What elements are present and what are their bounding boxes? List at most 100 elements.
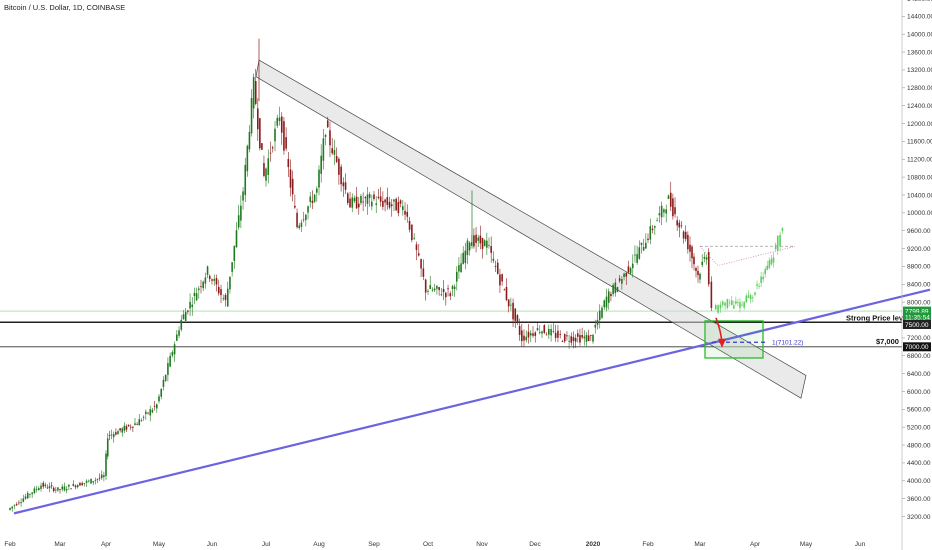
- candle-body: [436, 285, 438, 289]
- y-tick-label: 10000.00: [907, 210, 932, 217]
- candle-body: [590, 335, 592, 336]
- price-tag: [903, 306, 931, 316]
- candle-body: [121, 428, 124, 433]
- candle-body: [215, 278, 218, 285]
- candle-body: [285, 137, 287, 149]
- candle-body: [123, 425, 126, 431]
- candle-body: [710, 281, 713, 308]
- candle-body: [658, 213, 661, 216]
- candle-body: [283, 121, 285, 151]
- x-tick-label: Apr: [750, 541, 761, 548]
- candle-body: [621, 279, 623, 284]
- candle-body: [516, 315, 519, 323]
- candle-body: [351, 197, 354, 208]
- x-tick-label: May: [800, 541, 813, 548]
- x-tick-label: 2020: [586, 541, 601, 548]
- ascending-trendline[interactable]: [13, 288, 931, 515]
- projection-candle: [717, 305, 719, 313]
- x-tick-label: Mar: [694, 541, 706, 548]
- candle-body: [505, 286, 508, 301]
- candle-body: [65, 489, 68, 491]
- candle-body: [35, 488, 38, 490]
- projection-candle: [741, 304, 743, 306]
- candle-body: [395, 198, 397, 211]
- candles-layer: [9, 38, 713, 512]
- candle-body: [477, 237, 480, 241]
- candle-body: [346, 193, 349, 204]
- candle-body: [31, 492, 33, 495]
- y-tick-label: 6000.00: [907, 389, 931, 396]
- candle-body: [642, 247, 645, 251]
- y-tick-label: 12000.00: [907, 121, 932, 128]
- candle-body: [366, 194, 369, 204]
- candle-body: [579, 335, 581, 343]
- projection-candle: [745, 295, 748, 303]
- candle-body: [488, 245, 490, 247]
- candle-body: [92, 481, 95, 483]
- candle-body: [15, 504, 18, 506]
- candle-body: [134, 423, 136, 425]
- candle-body: [110, 434, 113, 436]
- candle-body: [240, 205, 242, 221]
- candle-body: [512, 302, 514, 320]
- candle-body: [612, 284, 614, 295]
- candle-body: [24, 496, 27, 499]
- candle-body: [42, 482, 45, 487]
- y-tick-label: 11200.00: [907, 157, 932, 164]
- x-tick-label: Jun: [207, 541, 218, 548]
- candle-body: [195, 293, 198, 301]
- y-tick-label: 11600.00: [907, 139, 932, 146]
- x-tick-label: Jul: [262, 541, 271, 548]
- candle-body: [697, 270, 699, 276]
- candle-body: [483, 240, 486, 247]
- candle-body: [100, 474, 103, 479]
- candle-body: [158, 396, 160, 402]
- candle-body: [518, 326, 521, 335]
- candle-body: [33, 488, 36, 493]
- candle-body: [390, 204, 393, 207]
- candle-body: [453, 286, 456, 289]
- candle-body: [377, 196, 380, 198]
- candle-body: [357, 203, 360, 208]
- candle-body: [242, 191, 244, 201]
- target-zone-box[interactable]: [704, 320, 764, 359]
- y-tick-label: 14800.00: [907, 0, 932, 3]
- candle-body: [106, 438, 109, 457]
- candle-body: [18, 502, 20, 504]
- candle-body: [68, 484, 70, 487]
- candle-body: [674, 207, 676, 215]
- candle-body: [329, 130, 331, 146]
- candle-body: [344, 182, 347, 190]
- candle-body: [503, 289, 506, 291]
- chart-title: Bitcoin / U.S. Dollar, 1D, COINBASE: [4, 3, 126, 12]
- projection-candle: [735, 301, 737, 304]
- candle-body: [222, 298, 225, 300]
- candle-body: [592, 334, 594, 342]
- candle-body: [541, 331, 543, 334]
- x-tick-label: Oct: [423, 541, 433, 548]
- candle-body: [607, 291, 610, 303]
- candle-body: [543, 325, 546, 333]
- descending-channel[interactable]: [255, 59, 807, 399]
- y-tick-label: 6800.00: [907, 353, 931, 360]
- candle-body: [289, 169, 292, 188]
- candle-body: [235, 230, 238, 248]
- projection-candle: [749, 295, 752, 300]
- candle-body: [160, 388, 163, 397]
- candle-body: [96, 478, 99, 480]
- red-arrow-head: [718, 338, 726, 348]
- candle-body: [13, 505, 16, 507]
- candle-body: [226, 288, 229, 307]
- dotted-triangle: [699, 246, 796, 266]
- candle-body: [693, 256, 695, 265]
- y-tick-label: 9200.00: [907, 246, 931, 253]
- candle-body: [574, 338, 577, 342]
- candle-body: [271, 147, 274, 149]
- candle-body: [640, 242, 643, 245]
- projection-candle: [714, 305, 717, 310]
- candle-body: [213, 278, 216, 281]
- price-tag-label: 11:35:54: [905, 315, 930, 322]
- candle-body: [309, 196, 312, 202]
